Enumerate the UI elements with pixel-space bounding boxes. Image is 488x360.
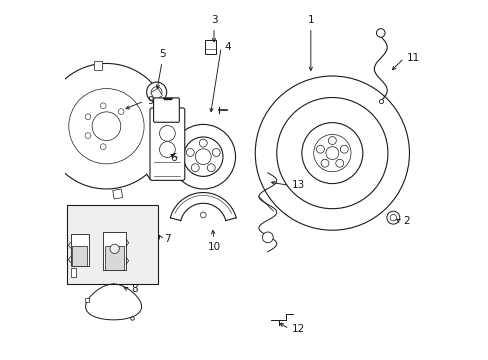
Circle shape	[316, 145, 324, 153]
Circle shape	[200, 212, 206, 218]
Circle shape	[69, 89, 144, 164]
Circle shape	[146, 82, 166, 102]
Circle shape	[325, 147, 338, 159]
Circle shape	[328, 136, 336, 144]
Circle shape	[376, 29, 384, 37]
Text: 11: 11	[406, 53, 419, 63]
Circle shape	[276, 98, 387, 209]
Circle shape	[171, 125, 235, 189]
Circle shape	[386, 211, 399, 224]
Circle shape	[262, 232, 273, 243]
Circle shape	[186, 149, 194, 157]
Text: 7: 7	[164, 234, 170, 244]
Text: 3: 3	[210, 15, 217, 25]
Bar	[67, 205, 158, 284]
Circle shape	[340, 145, 347, 153]
Circle shape	[335, 159, 343, 167]
Text: 9: 9	[147, 96, 153, 106]
Circle shape	[301, 123, 362, 184]
Circle shape	[389, 215, 396, 221]
Text: 12: 12	[292, 324, 305, 334]
Bar	[70, 234, 88, 266]
Text: 4: 4	[224, 42, 230, 52]
Bar	[49, 170, 61, 182]
Bar	[93, 61, 102, 69]
Circle shape	[100, 103, 106, 109]
Text: 6: 6	[170, 153, 177, 163]
Circle shape	[100, 144, 106, 149]
Circle shape	[207, 164, 215, 172]
Circle shape	[118, 109, 123, 114]
Bar	[70, 268, 76, 277]
Bar	[34, 107, 45, 118]
Text: 10: 10	[207, 242, 220, 252]
Circle shape	[85, 133, 91, 139]
Circle shape	[159, 141, 175, 157]
Text: 2: 2	[403, 216, 409, 226]
Circle shape	[110, 244, 119, 253]
Text: 5: 5	[159, 49, 165, 59]
Text: 8: 8	[131, 284, 137, 294]
FancyBboxPatch shape	[150, 108, 184, 180]
Bar	[204, 40, 215, 54]
Circle shape	[151, 87, 162, 98]
Bar	[102, 232, 126, 270]
Circle shape	[212, 149, 220, 157]
Bar	[72, 246, 86, 266]
Circle shape	[183, 137, 223, 176]
Text: 1: 1	[307, 15, 313, 25]
Circle shape	[313, 134, 350, 172]
Bar	[113, 189, 122, 199]
Circle shape	[321, 159, 328, 167]
Circle shape	[255, 76, 408, 230]
Circle shape	[85, 114, 91, 120]
Bar	[150, 88, 162, 100]
FancyBboxPatch shape	[153, 98, 179, 122]
Bar	[104, 246, 124, 270]
Text: 13: 13	[292, 180, 305, 190]
Circle shape	[195, 149, 211, 165]
Circle shape	[92, 112, 121, 140]
Circle shape	[191, 164, 199, 172]
Circle shape	[199, 139, 207, 147]
Circle shape	[159, 126, 175, 141]
